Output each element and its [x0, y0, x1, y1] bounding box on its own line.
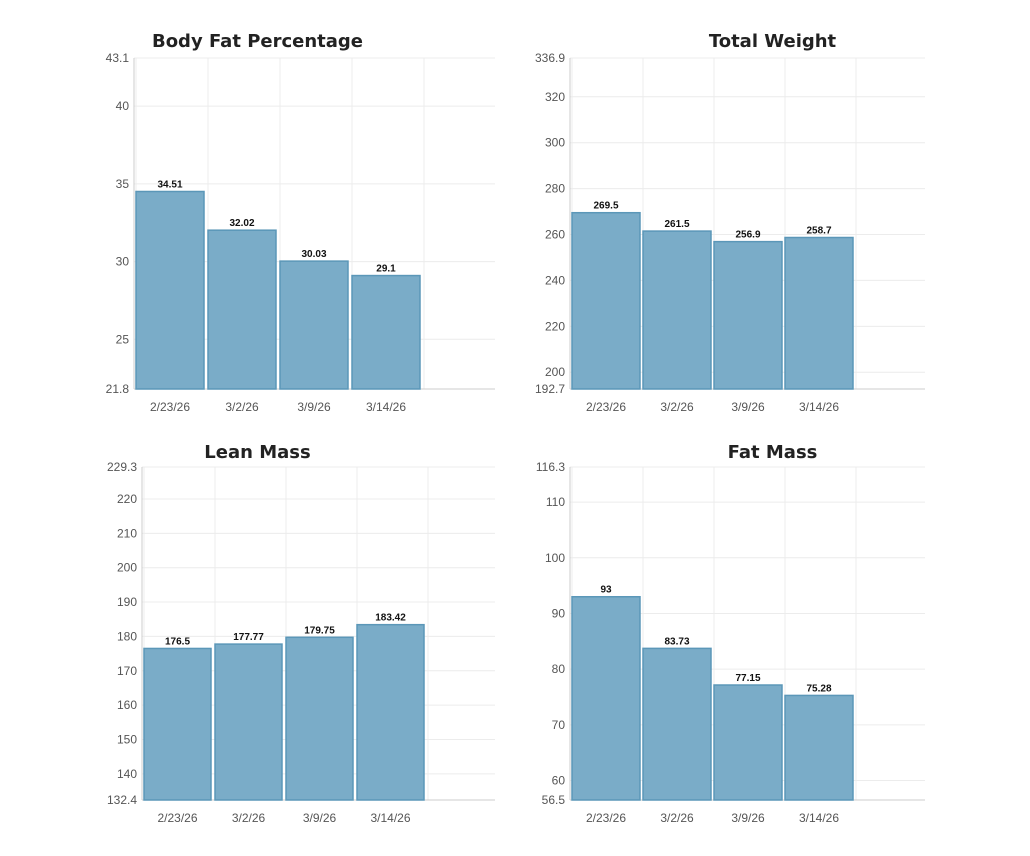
data-label: 177.77	[233, 632, 264, 643]
bar-3-14-26	[351, 274, 421, 390]
bar-3-14-26	[356, 623, 425, 801]
chart-title-lean-mass: Lean Mass	[204, 442, 311, 463]
x-tick-label: 3/14/26	[799, 811, 839, 825]
data-label: 32.02	[229, 218, 254, 229]
data-label: 179.75	[304, 625, 335, 636]
y-tick-label: 60	[552, 774, 566, 788]
bar-2-23-26	[571, 595, 641, 801]
bar-3-2-26	[642, 647, 712, 801]
body-fat-percentage-chart: 25 30 35 40 21.8 43.1 34.51 2/23/26 32.02 3/2/26 3…	[106, 51, 495, 414]
x-tick-label: 3/9/26	[297, 400, 331, 414]
y-axis-min-label: 21.8	[106, 382, 130, 396]
data-label: 29.1	[376, 264, 396, 275]
y-axis-max-label: 229.3	[107, 460, 137, 474]
data-label: 75.28	[806, 683, 831, 694]
y-tick-label: 220	[117, 492, 137, 506]
data-label: 269.5	[593, 201, 618, 212]
x-tick-label: 3/2/26	[225, 400, 259, 414]
x-tick-label: 3/2/26	[660, 400, 694, 414]
y-tick-label: 220	[545, 319, 565, 333]
fat-mass-panel: Fat Mass 60 70 80 90 100 110 56.5 116.3 93 2/23/2…	[515, 428, 1030, 856]
chart-title-fat-mass: Fat Mass	[727, 442, 818, 463]
chart-title-body-fat-percentage: Body Fat Percentage	[151, 31, 364, 52]
y-tick-label: 140	[117, 767, 137, 781]
x-tick-label: 3/9/26	[731, 811, 765, 825]
data-label: 261.5	[664, 219, 689, 230]
y-axis-max-label: 336.9	[535, 51, 565, 65]
x-tick-label: 3/14/26	[799, 400, 839, 414]
bar-2-23-26	[571, 211, 641, 390]
bar-2-23-26	[143, 647, 212, 801]
bar-2-23-26	[135, 190, 205, 390]
y-tick-label: 190	[117, 595, 137, 609]
y-axis-max-label: 116.3	[536, 460, 565, 474]
x-tick-label: 3/14/26	[366, 400, 406, 414]
data-label: 30.03	[301, 249, 326, 260]
bar-3-2-26	[642, 230, 712, 390]
total-weight-panel: Total Weight 200 220 240 260 280 300 320 192.7 3…	[515, 0, 1030, 428]
x-tick-label: 2/23/26	[586, 811, 626, 825]
y-axis-min-label: 192.7	[535, 382, 565, 396]
y-axis-max-label: 43.1	[106, 51, 130, 65]
y-tick-label: 300	[545, 136, 565, 150]
data-label: 83.73	[664, 636, 689, 647]
data-label: 183.42	[375, 613, 406, 624]
y-tick-label: 170	[117, 664, 137, 678]
bar-3-9-26	[713, 684, 783, 801]
lean-mass-chart: 140 150 160 170 180 190 200 210 220 132.4 229.3 176…	[107, 460, 495, 825]
x-tick-label: 3/9/26	[731, 400, 765, 414]
y-tick-label: 210	[117, 526, 137, 540]
body-fat-percentage-panel: Body Fat Percentage 25 30 35 40 21.8 43.1 34.5…	[0, 0, 515, 428]
data-label: 34.51	[157, 179, 182, 190]
y-tick-label: 35	[116, 177, 130, 191]
bar-3-14-26	[784, 694, 854, 801]
bar-3-9-26	[285, 636, 354, 801]
y-tick-label: 40	[116, 99, 130, 113]
y-tick-label: 100	[545, 551, 565, 565]
y-tick-label: 200	[117, 561, 137, 575]
y-tick-label: 200	[545, 365, 565, 379]
x-tick-label: 2/23/26	[586, 400, 626, 414]
y-tick-label: 180	[117, 629, 137, 643]
lean-mass-panel: Lean Mass 140 150 160 170 180 190 200 210 220 132…	[0, 428, 515, 856]
y-tick-label: 30	[116, 255, 130, 269]
bar-3-14-26	[784, 236, 854, 390]
bar-3-9-26	[713, 240, 783, 390]
x-tick-label: 3/2/26	[232, 811, 266, 825]
x-tick-label: 2/23/26	[157, 811, 197, 825]
data-label: 256.9	[735, 230, 760, 241]
y-tick-label: 280	[545, 182, 565, 196]
y-tick-label: 110	[546, 495, 565, 509]
y-tick-label: 260	[545, 228, 565, 242]
bar-3-2-26	[214, 643, 283, 801]
x-tick-label: 3/14/26	[370, 811, 410, 825]
total-weight-chart: 200 220 240 260 280 300 320 192.7 336.9 269.5 2/23…	[535, 51, 925, 414]
data-label: 258.7	[806, 226, 831, 237]
data-label: 176.5	[165, 636, 190, 647]
y-tick-label: 90	[552, 606, 566, 620]
x-tick-label: 3/9/26	[303, 811, 337, 825]
y-tick-label: 150	[117, 733, 137, 747]
data-label: 77.15	[735, 673, 760, 684]
data-label: 93	[600, 585, 612, 596]
bar-3-9-26	[279, 260, 349, 390]
y-tick-label: 240	[545, 273, 565, 287]
y-axis-min-label: 56.5	[542, 793, 566, 807]
y-axis-min-label: 132.4	[107, 793, 137, 807]
fat-mass-chart: 60 70 80 90 100 110 56.5 116.3 93 2/23/26 83.73 3/2…	[536, 460, 925, 825]
y-tick-label: 320	[545, 90, 565, 104]
x-tick-label: 3/2/26	[660, 811, 694, 825]
y-tick-label: 160	[117, 698, 137, 712]
y-tick-label: 25	[116, 332, 130, 346]
chart-title-total-weight: Total Weight	[708, 31, 837, 52]
y-tick-label: 70	[552, 718, 566, 732]
y-tick-label: 80	[552, 662, 566, 676]
bar-3-2-26	[207, 229, 277, 390]
x-tick-label: 2/23/26	[150, 400, 190, 414]
